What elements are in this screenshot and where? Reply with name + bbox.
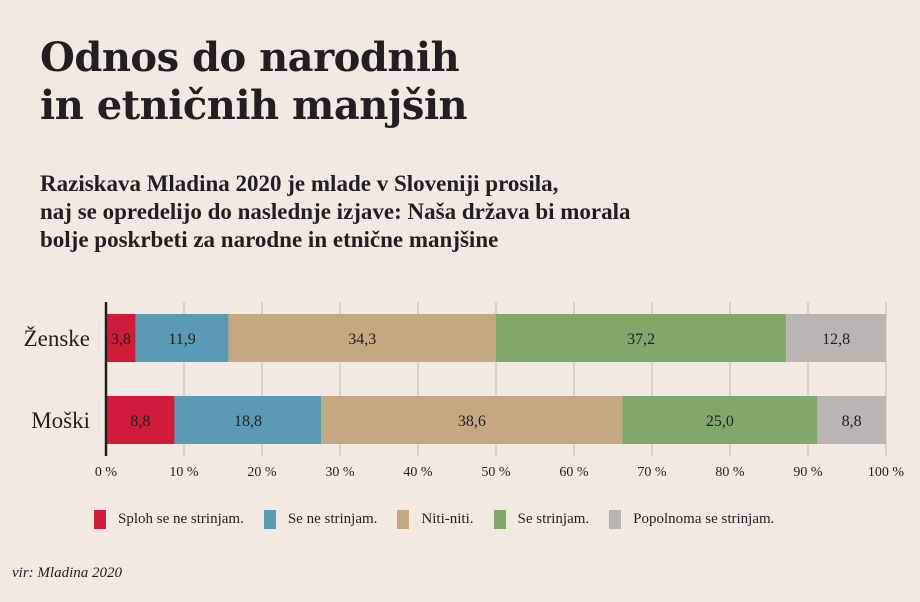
data-label: 25,0: [706, 413, 734, 430]
bar-segment: [817, 396, 886, 444]
bar-segment: [106, 314, 136, 362]
x-tick-label: 80 %: [715, 465, 745, 480]
bar-segment: [622, 396, 818, 444]
data-label: 8,8: [842, 413, 862, 430]
title-line-2: in etničnih manjšin: [40, 82, 468, 129]
subtitle-line-3: bolje poskrbeti za narodne in etnične ma…: [40, 227, 499, 252]
legend-label: Niti-niti.: [421, 511, 474, 527]
chart-title: Odnos do narodnih in etničnih manjšin: [40, 34, 600, 130]
legend-label: Se strinjam.: [517, 511, 590, 527]
legend-item: Sploh se ne strinjam.: [94, 510, 244, 529]
bar-segment: [174, 396, 322, 444]
legend-item: Niti-niti.: [397, 510, 474, 529]
x-tick-label: 100 %: [868, 465, 905, 480]
bar-segment: [135, 314, 229, 362]
legend-item: Popolnoma se strinjam.: [609, 510, 774, 529]
legend-label: Popolnoma se strinjam.: [633, 511, 775, 527]
bar-segment: [496, 314, 787, 362]
stacked-bar-chart: 3,8 11,9 34,3 37,2 12,8 8,8 18,8 38,6 25,0 8,8 Že…: [24, 302, 905, 480]
subtitle-line-2: naj se opredelijo do naslednje izjave: N…: [40, 199, 631, 224]
x-tick-label: 40 %: [403, 465, 433, 480]
x-tick-label: 30 %: [325, 465, 355, 480]
bar-segment: [786, 314, 886, 362]
legend-label: Se ne strinjam.: [287, 511, 378, 527]
data-label: 34,3: [348, 331, 376, 348]
data-label: 37,2: [627, 331, 655, 348]
data-label: 12,8: [822, 331, 850, 348]
subtitle-line-1: Raziskava Mladina 2020 je mlade v Sloven…: [40, 171, 559, 196]
legend-item: Se strinjam.: [493, 510, 590, 529]
x-tick-label: 90 %: [793, 465, 823, 480]
x-tick-label: 20 %: [247, 465, 277, 480]
category-label: Moški: [31, 408, 90, 433]
legend-label: Sploh se ne strinjam.: [118, 511, 244, 527]
x-tick-label: 0 %: [95, 465, 118, 480]
bar-segment: [321, 396, 623, 444]
x-tick-label: 60 %: [559, 465, 589, 480]
legend-swatch: [609, 510, 622, 529]
legend-item: Se ne strinjam.: [263, 510, 378, 529]
legend-swatch: [263, 510, 276, 529]
bar-segment: [228, 314, 496, 362]
x-tick-label: 70 %: [637, 465, 667, 480]
source-note: vir: Mladina 2020: [12, 565, 122, 581]
title-line-1: Odnos do narodnih: [40, 34, 460, 81]
legend-swatch: [493, 510, 506, 529]
data-label: 3,8: [111, 331, 131, 348]
category-label: Ženske: [24, 326, 90, 351]
x-tick-labels: 0 % 10 % 20 % 30 % 40 % 50 % 60 % 70 % 80 % 90 % 1…: [95, 465, 905, 480]
data-label: 11,9: [168, 331, 195, 348]
legend-swatch: [94, 510, 106, 529]
category-labels: Ženske Moški: [24, 326, 90, 433]
x-tick-label: 10 %: [169, 465, 199, 480]
bars: 3,8 11,9 34,3 37,2 12,8 8,8 18,8 38,6 25,0 8,8: [106, 314, 886, 444]
legend-swatch: [397, 510, 410, 529]
chart-subtitle: Raziskava Mladina 2020 je mlade v Sloven…: [40, 170, 760, 254]
data-label: 38,6: [458, 413, 486, 430]
legend: Sploh se ne strinjam. Se ne strinjam. Niti…: [94, 510, 794, 529]
data-label: 18,8: [234, 413, 262, 430]
x-tick-label: 50 %: [481, 465, 511, 480]
bar-segment: [106, 396, 175, 444]
data-label: 8,8: [130, 413, 150, 430]
